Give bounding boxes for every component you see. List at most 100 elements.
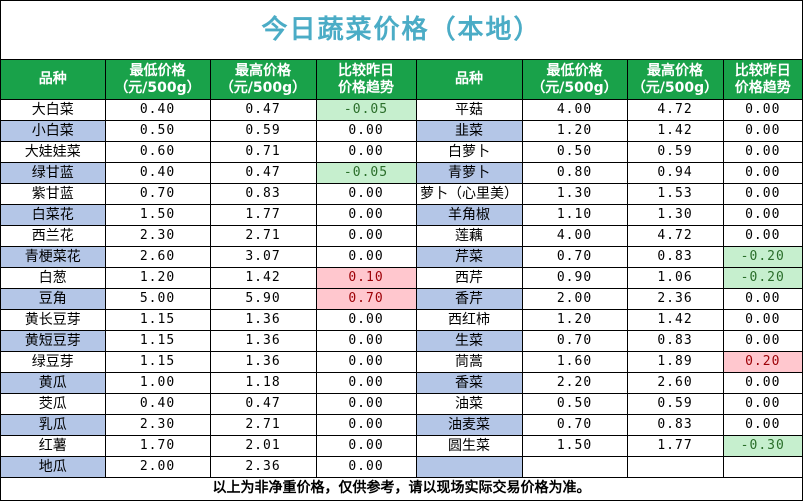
right-vegetable-name: 香菜 [415, 372, 523, 394]
table-row: 乳瓜 2.30 2.71 0.00 油麦菜 0.70 0.83 0.00 [1, 414, 802, 436]
left-price-trend: -0.05 [315, 162, 417, 184]
right-highest-price: 1.06 [626, 267, 724, 289]
header-name-right: 品种 [415, 60, 523, 100]
right-price-trend: -0.20 [722, 246, 802, 268]
left-vegetable-name: 红薯 [1, 435, 106, 457]
right-lowest-price: 0.70 [521, 330, 628, 352]
left-highest-price: 1.18 [209, 372, 317, 394]
right-lowest-price: 1.30 [521, 183, 628, 205]
left-vegetable-name: 绿甘蓝 [1, 162, 106, 184]
right-vegetable-name: 生菜 [415, 330, 523, 352]
right-highest-price: 0.83 [626, 330, 724, 352]
header-change-right: 比较昨日 价格趋势 [722, 60, 802, 100]
page-title: 今日蔬菜价格（本地） [1, 1, 802, 60]
left-price-trend: 0.00 [315, 351, 417, 373]
price-table: 品种 最低价格 （元/500g） 最高价格 （元/500g） 比较昨日 价格趋势 品种… [1, 60, 802, 478]
right-price-trend: 0.00 [722, 120, 802, 142]
header-low-left: 最低价格 （元/500g） [104, 60, 211, 100]
table-row: 青梗菜花 2.60 3.07 0.00 芹菜 0.70 0.83 -0.20 [1, 246, 802, 268]
table-row: 大白菜 0.40 0.47 -0.05 平菇 4.00 4.72 0.00 [1, 99, 802, 121]
right-price-trend: 0.00 [722, 288, 802, 310]
left-price-trend: 0.00 [315, 456, 417, 478]
header-high-left: 最高价格 （元/500g） [209, 60, 317, 100]
left-vegetable-name: 大白菜 [1, 99, 106, 121]
header-high-right: 最高价格 （元/500g） [626, 60, 724, 100]
header-change-left: 比较昨日 价格趋势 [315, 60, 417, 100]
table-row: 白葱 1.20 1.42 0.10 西芹 0.90 1.06 -0.20 [1, 267, 802, 289]
right-price-trend: 0.00 [722, 162, 802, 184]
table-row: 红薯 1.70 2.01 0.00 圆生菜 1.50 1.77 -0.30 [1, 435, 802, 457]
left-vegetable-name: 西兰花 [1, 225, 106, 247]
left-lowest-price: 1.20 [104, 267, 211, 289]
right-price-trend [722, 456, 802, 478]
left-vegetable-name: 黄短豆芽 [1, 330, 106, 352]
left-vegetable-name: 白葱 [1, 267, 106, 289]
right-price-trend: 0.20 [722, 351, 802, 373]
left-vegetable-name: 地瓜 [1, 456, 106, 478]
right-price-trend: 0.00 [722, 204, 802, 226]
right-price-trend: 0.00 [722, 309, 802, 331]
left-lowest-price: 1.15 [104, 309, 211, 331]
left-price-trend: 0.00 [315, 183, 417, 205]
right-lowest-price: 0.50 [521, 141, 628, 163]
right-lowest-price: 4.00 [521, 99, 628, 121]
right-lowest-price: 0.80 [521, 162, 628, 184]
left-lowest-price: 2.30 [104, 414, 211, 436]
right-lowest-price: 2.20 [521, 372, 628, 394]
right-highest-price: 1.30 [626, 204, 724, 226]
right-price-trend: -0.30 [722, 435, 802, 457]
left-lowest-price: 1.15 [104, 330, 211, 352]
right-lowest-price: 2.00 [521, 288, 628, 310]
right-price-trend: 0.00 [722, 372, 802, 394]
left-lowest-price: 5.00 [104, 288, 211, 310]
table-row: 小白菜 0.50 0.59 0.00 韭菜 1.20 1.42 0.00 [1, 120, 802, 142]
left-lowest-price: 0.50 [104, 120, 211, 142]
left-vegetable-name: 黄长豆芽 [1, 309, 106, 331]
left-price-trend: 0.00 [315, 309, 417, 331]
left-highest-price: 0.59 [209, 120, 317, 142]
left-price-trend: 0.00 [315, 330, 417, 352]
right-vegetable-name [415, 456, 523, 478]
right-highest-price: 4.72 [626, 225, 724, 247]
right-lowest-price: 0.90 [521, 267, 628, 289]
left-lowest-price: 1.00 [104, 372, 211, 394]
table-row: 黄短豆芽 1.15 1.36 0.00 生菜 0.70 0.83 0.00 [1, 330, 802, 352]
table-row: 地瓜 2.00 2.36 0.00 [1, 456, 802, 478]
right-lowest-price: 1.10 [521, 204, 628, 226]
header-row: 品种 最低价格 （元/500g） 最高价格 （元/500g） 比较昨日 价格趋势 品种… [1, 60, 802, 100]
right-price-trend: 0.00 [722, 225, 802, 247]
right-highest-price: 1.77 [626, 435, 724, 457]
table-row: 黄瓜 1.00 1.18 0.00 香菜 2.20 2.60 0.00 [1, 372, 802, 394]
left-price-trend: 0.00 [315, 120, 417, 142]
left-vegetable-name: 紫甘蓝 [1, 183, 106, 205]
right-lowest-price: 4.00 [521, 225, 628, 247]
right-highest-price: 1.89 [626, 351, 724, 373]
right-lowest-price: 0.50 [521, 393, 628, 415]
right-vegetable-name: 平菇 [415, 99, 523, 121]
left-price-trend: 0.00 [315, 141, 417, 163]
left-vegetable-name: 小白菜 [1, 120, 106, 142]
left-vegetable-name: 乳瓜 [1, 414, 106, 436]
right-highest-price: 1.42 [626, 120, 724, 142]
right-vegetable-name: 莲藕 [415, 225, 523, 247]
right-lowest-price: 1.60 [521, 351, 628, 373]
right-lowest-price: 0.70 [521, 246, 628, 268]
left-highest-price: 5.90 [209, 288, 317, 310]
left-highest-price: 0.47 [209, 162, 317, 184]
left-vegetable-name: 白菜花 [1, 204, 106, 226]
left-highest-price: 0.47 [209, 99, 317, 121]
right-vegetable-name: 油麦菜 [415, 414, 523, 436]
header-low-right: 最低价格 （元/500g） [521, 60, 628, 100]
right-lowest-price: 0.70 [521, 414, 628, 436]
right-vegetable-name: 香芹 [415, 288, 523, 310]
right-highest-price: 0.59 [626, 141, 724, 163]
right-lowest-price: 1.20 [521, 120, 628, 142]
left-price-trend: 0.00 [315, 414, 417, 436]
left-lowest-price: 2.60 [104, 246, 211, 268]
left-price-trend: 0.00 [315, 204, 417, 226]
left-highest-price: 0.71 [209, 141, 317, 163]
right-vegetable-name: 西红柿 [415, 309, 523, 331]
right-highest-price: 2.60 [626, 372, 724, 394]
right-highest-price [626, 456, 724, 478]
